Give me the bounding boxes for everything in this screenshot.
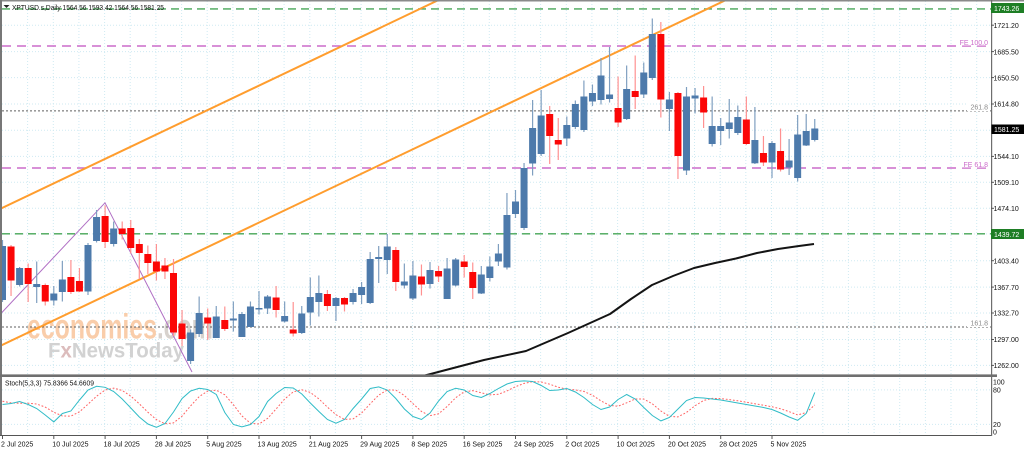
svg-text:100: 100 [993,380,1005,387]
svg-text:28 Jul 2025: 28 Jul 2025 [155,442,191,449]
svg-text:1614.80: 1614.80 [994,102,1019,109]
svg-text:FE 100.0: FE 100.0 [960,40,989,47]
svg-text:24 Sep 2025: 24 Sep 2025 [514,442,554,449]
svg-text:80: 80 [993,388,1001,395]
svg-text:1297.00: 1297.00 [994,337,1019,344]
svg-text:1544.10: 1544.10 [994,154,1019,161]
svg-text:1650.50: 1650.50 [994,75,1019,82]
svg-text:1685.50: 1685.50 [994,49,1019,56]
svg-text:18 Jul 2025: 18 Jul 2025 [104,442,140,449]
svg-text:10 Jul 2025: 10 Jul 2025 [52,442,88,449]
svg-text:21 Aug 2025: 21 Aug 2025 [309,442,348,449]
svg-text:28 Oct 2025: 28 Oct 2025 [719,442,757,449]
svg-text:29 Aug 2025: 29 Aug 2025 [360,442,399,449]
svg-text:1262.00: 1262.00 [994,363,1019,370]
svg-text:161.8: 161.8 [970,321,988,328]
svg-text:20: 20 [993,422,1001,429]
svg-text:2 Jul 2025: 2 Jul 2025 [1,442,33,449]
svg-text:1509.10: 1509.10 [994,180,1019,187]
svg-text:FxNewsToday: FxNewsToday [48,340,184,363]
svg-text:5 Nov 2025: 5 Nov 2025 [771,442,807,449]
svg-text:8 Sep 2025: 8 Sep 2025 [411,442,447,449]
svg-text:10 Oct 2025: 10 Oct 2025 [617,442,655,449]
svg-text:1439.72: 1439.72 [994,232,1019,239]
svg-text:Stoch(5,3,3) 75.8366 54.6609: Stoch(5,3,3) 75.8366 54.6609 [5,381,94,388]
svg-text:5 Aug 2025: 5 Aug 2025 [206,442,242,449]
svg-text:2 Oct 2025: 2 Oct 2025 [565,442,599,449]
svg-text:13 Aug 2025: 13 Aug 2025 [258,442,297,449]
svg-text:1743.26: 1743.26 [994,6,1019,13]
svg-text:16 Sep 2025: 16 Sep 2025 [463,442,503,449]
svg-text:1367.70: 1367.70 [994,285,1019,292]
svg-text:1721.20: 1721.20 [994,23,1019,30]
svg-text:1474.10: 1474.10 [994,206,1019,213]
svg-text:1403.40: 1403.40 [994,258,1019,265]
svg-text:XPTUSD.s,Daily 1564.56 1593.4: XPTUSD.s,Daily 1564.56 1593.42 1564.56 1… [12,5,164,12]
svg-text:261.8: 261.8 [970,105,988,112]
svg-text:0: 0 [993,429,997,436]
svg-text:1332.70: 1332.70 [994,311,1019,318]
svg-text:1581.25: 1581.25 [994,127,1019,134]
svg-text:FE 61.8: FE 61.8 [963,162,988,169]
svg-text:20 Oct 2025: 20 Oct 2025 [668,442,706,449]
